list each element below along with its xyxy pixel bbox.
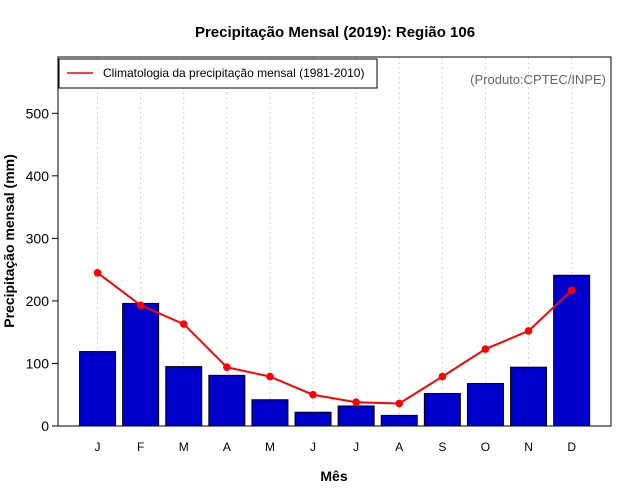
climatology-point: [93, 268, 102, 277]
x-tick-label: N: [524, 440, 533, 454]
bar: [423, 392, 461, 427]
climatology-point: [524, 327, 533, 335]
bar: [337, 405, 375, 427]
chart-title: Precipitação Mensal (2019): Região 106: [195, 24, 475, 41]
bar: [79, 351, 117, 427]
x-tick-label: J: [353, 440, 359, 454]
bar: [122, 302, 160, 427]
bar: [208, 374, 246, 427]
bar: [165, 366, 203, 427]
climatology-point: [223, 363, 231, 372]
y-tick-label: 300: [26, 230, 50, 246]
x-tick-label: A: [395, 440, 403, 454]
bar: [380, 414, 418, 427]
x-tick-label: D: [567, 440, 576, 454]
legend-box: [58, 58, 378, 89]
climatology-point: [395, 399, 404, 408]
legend: Climatologia da precipitação mensal (198…: [58, 58, 378, 89]
y-axis-label: Precipitação mensal (mm): [1, 154, 17, 328]
bar: [294, 411, 332, 427]
y-tick-label: 100: [26, 355, 50, 371]
bar: [510, 366, 548, 427]
y-tick-label: 200: [26, 293, 50, 309]
legend-label: Climatologia da precipitação mensal (198…: [103, 66, 364, 80]
y-tick-label: 400: [26, 168, 50, 184]
climatology-line: [96, 271, 573, 405]
x-axis-label: Mês: [320, 468, 347, 484]
x-tick-label: J: [95, 440, 101, 454]
y-tick-label: 500: [26, 105, 50, 121]
x-tick-label: M: [179, 440, 189, 454]
climatology-point: [179, 320, 188, 328]
climatology-point: [309, 390, 317, 399]
bar: [466, 382, 504, 427]
x-tick-label: A: [223, 440, 231, 454]
climatology-point: [266, 372, 274, 381]
bar: [251, 399, 289, 427]
x-tick-label: O: [481, 440, 490, 454]
grid: [97, 57, 573, 426]
climatology-series: [93, 268, 576, 408]
climatology-point: [352, 398, 360, 407]
climatology-point: [136, 301, 145, 310]
x-tick-label: J: [310, 440, 316, 454]
y-tick-label: 0: [41, 418, 49, 434]
climatology-point: [481, 345, 490, 353]
y-axis: 0 100 200 300 400 500: [26, 105, 59, 434]
x-tick-label: F: [137, 440, 144, 454]
bar: [553, 274, 591, 427]
x-tick-label: S: [438, 440, 446, 454]
climatology-point: [438, 372, 447, 381]
source-annotation: (Produto:CPTEC/INPE): [470, 72, 606, 87]
climatology-point: [567, 286, 576, 295]
x-tick-label: M: [265, 440, 275, 454]
bar-series: [79, 274, 591, 427]
